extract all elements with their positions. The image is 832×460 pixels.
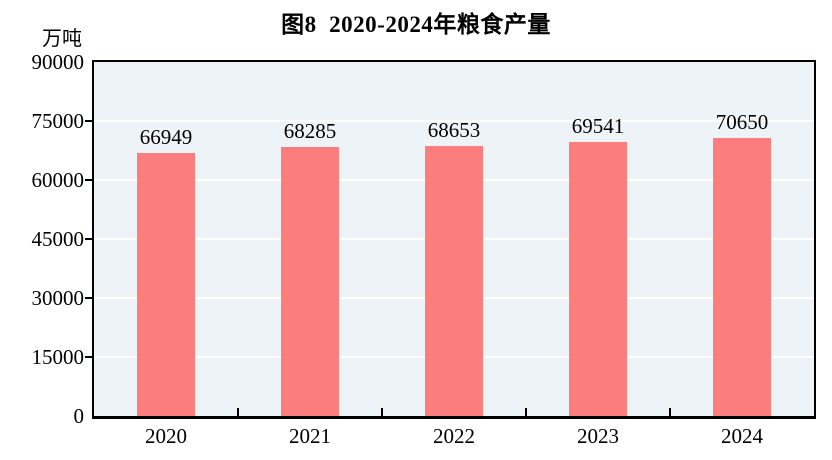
bar-2023 — [569, 142, 627, 416]
y-axis-tick-45000 — [85, 238, 92, 240]
plot-area: 66949 68285 68653 69541 70650 — [85, 60, 816, 419]
y-axis-tick-label-30000: 30000 — [31, 286, 85, 310]
x-axis-tick-4 — [669, 408, 671, 416]
x-axis-tick-2 — [381, 408, 383, 416]
y-axis-tick-label-90000: 90000 — [31, 50, 85, 74]
x-axis-tick-3 — [525, 408, 527, 416]
bar-2021 — [281, 147, 339, 416]
chart-title: 图8 2020-2024年粮食产量 — [281, 12, 551, 37]
bar-2020 — [137, 152, 195, 416]
gridline-75000 — [94, 120, 814, 122]
bar-value-label-2023: 69541 — [571, 114, 625, 139]
x-axis-category-labels: 2020 2021 2022 2023 2024 — [94, 423, 814, 455]
bar-2024 — [713, 138, 771, 416]
bar-value-label-2021: 68285 — [283, 119, 337, 144]
y-axis-tick-label-15000: 15000 — [31, 345, 85, 369]
y-axis-tick-30000 — [85, 297, 92, 299]
y-axis-unit-label: 万吨 — [42, 28, 82, 50]
x-axis-category-label-2023: 2023 — [577, 424, 619, 448]
x-axis-category-label-2021: 2021 — [289, 424, 331, 448]
bar-2022 — [425, 145, 483, 416]
y-axis-tick-15000 — [85, 356, 92, 358]
y-axis-tick-label-0: 0 — [73, 404, 85, 428]
y-axis-tick-label-45000: 45000 — [31, 227, 85, 251]
y-axis-tick-label-60000: 60000 — [31, 168, 85, 192]
x-axis-category-label-2022: 2022 — [433, 424, 475, 448]
y-axis-tick-60000 — [85, 179, 92, 181]
bar-value-label-2024: 70650 — [715, 110, 769, 135]
x-axis-tick-1 — [237, 408, 239, 416]
y-axis-tick-75000 — [85, 120, 92, 122]
y-axis-tick-label-75000: 75000 — [31, 109, 85, 133]
bar-value-label-2022: 68653 — [427, 117, 481, 142]
x-axis-category-label-2024: 2024 — [721, 424, 763, 448]
bar-value-label-2020: 66949 — [139, 124, 193, 149]
x-axis-category-label-2020: 2020 — [145, 424, 187, 448]
